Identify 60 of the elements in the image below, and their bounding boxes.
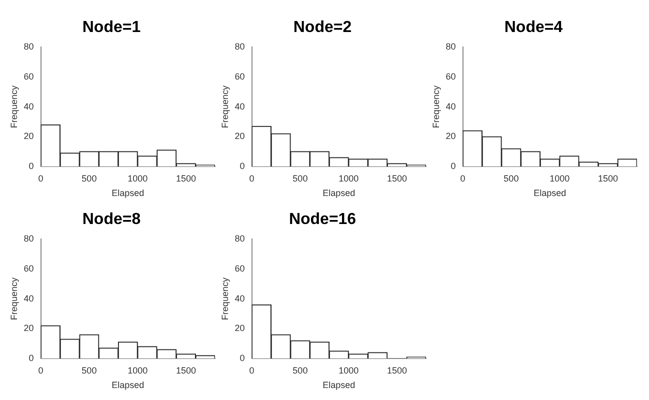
x-tick-label: 500	[292, 173, 308, 184]
y-tick-label: 80	[234, 234, 245, 244]
x-axis-title: Elapsed	[112, 188, 144, 198]
y-axis-title: Frequency	[430, 85, 441, 128]
x-tick-label: 1000	[338, 173, 359, 184]
y-axis-title: Frequency	[220, 277, 230, 320]
x-tick-label: 1000	[338, 365, 359, 376]
y-tick-label: 0	[28, 352, 34, 363]
x-tick-label: 1000	[550, 173, 570, 184]
chart-title: Node=8	[82, 211, 141, 228]
x-tick-label: 0	[249, 173, 254, 184]
x-tick-label: 500	[82, 365, 97, 376]
y-tick-label: 60	[24, 71, 34, 82]
y-tick-label: 80	[24, 234, 34, 244]
x-tick-label: 1000	[128, 173, 148, 184]
y-tick-label: 80	[234, 42, 245, 52]
x-tick-label: 1500	[176, 173, 196, 184]
y-tick-label: 0	[240, 160, 245, 171]
y-axis-title: Frequency	[8, 85, 19, 128]
x-tick-label: 1500	[386, 173, 407, 184]
y-tick-label: 20	[234, 131, 245, 142]
y-tick-label: 20	[234, 323, 245, 334]
y-tick-label: 20	[24, 131, 34, 142]
y-tick-label: 40	[234, 293, 245, 304]
x-axis-title: Elapsed	[112, 380, 144, 390]
y-tick-label: 0	[450, 160, 456, 171]
y-tick-label: 60	[24, 263, 34, 274]
x-tick-label: 500	[82, 173, 97, 184]
x-tick-label: 1500	[598, 173, 618, 184]
y-tick-label: 80	[446, 42, 456, 52]
chart-title: Node=2	[293, 19, 352, 36]
chart-title: Node=1	[82, 19, 141, 36]
y-tick-label: 0	[240, 352, 245, 363]
y-tick-label: 40	[24, 293, 34, 304]
chart-title: Node=16	[288, 211, 356, 228]
y-tick-label: 60	[446, 71, 456, 82]
x-tick-label: 1500	[386, 365, 407, 376]
x-axis-title: Elapsed	[534, 188, 566, 198]
y-tick-label: 20	[24, 323, 34, 334]
y-tick-label: 40	[24, 101, 34, 112]
y-tick-label: 40	[446, 101, 456, 112]
x-tick-label: 1000	[128, 365, 148, 376]
x-axis-title: Elapsed	[322, 380, 356, 390]
chart-title: Node=4	[504, 19, 563, 36]
y-axis-title: Frequency	[220, 85, 230, 128]
x-tick-label: 1500	[176, 365, 196, 376]
x-tick-label: 0	[38, 365, 44, 376]
y-tick-label: 80	[24, 42, 34, 52]
x-tick-label: 0	[38, 173, 44, 184]
x-tick-label: 500	[504, 173, 519, 184]
x-tick-label: 500	[292, 365, 308, 376]
x-tick-label: 0	[460, 173, 466, 184]
y-tick-label: 60	[234, 71, 245, 82]
y-tick-label: 40	[234, 101, 245, 112]
x-axis-title: Elapsed	[322, 188, 356, 198]
y-tick-label: 20	[446, 131, 456, 142]
y-tick-label: 60	[234, 263, 245, 274]
y-axis-title: Frequency	[8, 277, 19, 320]
x-tick-label: 0	[249, 365, 254, 376]
y-tick-label: 0	[28, 160, 34, 171]
